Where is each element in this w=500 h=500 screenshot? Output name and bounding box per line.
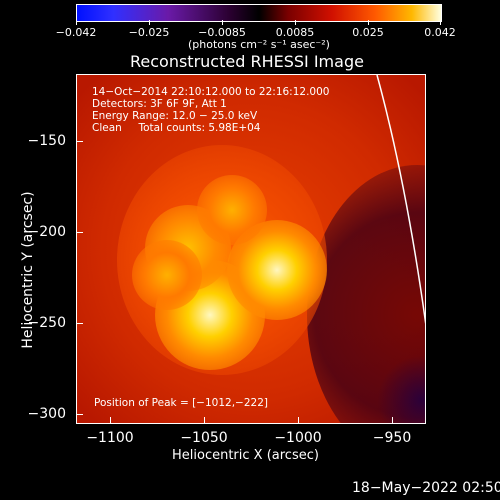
x-tick-label: −1100 [86, 430, 134, 446]
y-tick-label: −150 [27, 133, 66, 149]
colorbar-tick-label: 0.042 [424, 26, 456, 39]
colorbar-tick-label: 0.0085 [275, 26, 315, 39]
x-tick-label: −950 [372, 430, 412, 446]
y-axis-label: Heliocentric Y (arcsec) [20, 191, 36, 349]
x-axis-label: Heliocentric X (arcsec) [172, 448, 319, 463]
y-tick-label: −300 [27, 406, 66, 422]
x-tick-mark [392, 417, 393, 424]
y-tick-mark [76, 232, 83, 233]
x-tick-label: −1000 [274, 430, 322, 446]
colorbar-tick-label: −0.042 [55, 26, 97, 39]
rhessi-image [76, 74, 426, 424]
colorbar-units: (photons cm⁻² s⁻¹ asec⁻²) [188, 38, 330, 51]
y-tick-label: −200 [27, 224, 66, 240]
peak-position: Position of Peak = [−1012,−222] [94, 397, 268, 409]
colorbar-tick-label: −0.0085 [198, 26, 246, 39]
info-detectors: Detectors: 3F 6F 9F, Att 1 [92, 98, 227, 110]
observation-info: 14−Oct−2014 22:10:12.000 to 22:16:12.000… [92, 86, 329, 134]
info-energy: Energy Range: 12.0 − 25.0 keV [92, 110, 258, 122]
solar-limb [376, 75, 425, 325]
source-west [132, 240, 202, 310]
x-tick-mark [110, 417, 111, 424]
colorbar-tick-mark [149, 20, 150, 25]
colorbar [76, 4, 442, 22]
colorbar-tick-label: −0.025 [128, 26, 170, 39]
generation-timestamp: 18−May−2022 02:50 [352, 480, 500, 496]
y-tick-mark [76, 323, 83, 324]
colorbar-tick-mark [368, 20, 369, 25]
info-time: 14−Oct−2014 22:10:12.000 to 22:16:12.000 [92, 86, 330, 98]
colorbar-tick-mark [440, 20, 441, 25]
colorbar-tick-label: 0.025 [352, 26, 384, 39]
x-tick-mark [298, 417, 299, 424]
y-tick-mark [76, 141, 83, 142]
x-tick-label: −1050 [180, 430, 228, 446]
colorbar-tick-mark [222, 20, 223, 25]
colorbar-tick-mark [295, 20, 296, 25]
colorbar-tick-mark [76, 20, 77, 25]
y-tick-label: −250 [27, 315, 66, 331]
x-tick-mark [204, 417, 205, 424]
y-tick-mark [76, 414, 83, 415]
source-top [197, 175, 267, 245]
info-counts: Clean Total counts: 5.98E+04 [92, 122, 261, 134]
image-title: Reconstructed RHESSI Image [130, 52, 364, 71]
